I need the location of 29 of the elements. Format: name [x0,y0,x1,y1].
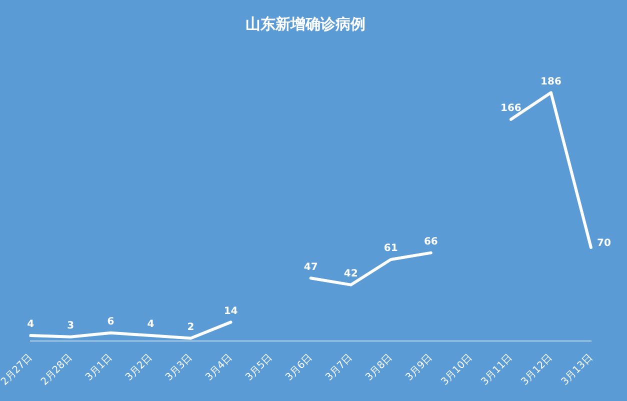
x-tick-label: 3月6日 [284,352,315,384]
x-tick-label: 3月3日 [164,352,195,384]
data-label: 66 [424,236,438,248]
chart-title: 山东新增确诊病例 [246,14,366,33]
x-tick-label: 2月27日 [0,352,35,388]
data-label: 42 [344,268,358,280]
x-tick-label: 3月8日 [364,352,395,384]
data-label: 4 [147,319,154,330]
x-tick-label: 3月7日 [324,352,355,384]
x-tick-label: 3月1日 [84,352,115,384]
x-tick-label: 3月9日 [404,352,435,384]
x-tick-label: 3月13日 [560,352,595,388]
x-tick-label: 3月5日 [244,352,275,384]
data-label: 3 [67,320,74,332]
x-tick-label: 2月28日 [39,352,75,388]
x-tick-label: 3月2日 [124,352,155,384]
data-label: 186 [540,76,562,88]
data-label: 166 [500,102,522,114]
x-tick-label: 3月10日 [439,352,475,388]
data-label: 4 [27,319,34,330]
data-label: 47 [304,262,318,273]
data-label: 14 [224,306,238,317]
x-tick-label: 3月12日 [520,352,555,388]
data-label: 70 [597,238,611,250]
data-label: 61 [384,243,398,254]
data-label: 6 [107,316,114,328]
x-tick-label: 3月4日 [204,352,235,384]
x-tick-label: 3月11日 [479,352,515,388]
data-label: 2 [187,322,194,333]
